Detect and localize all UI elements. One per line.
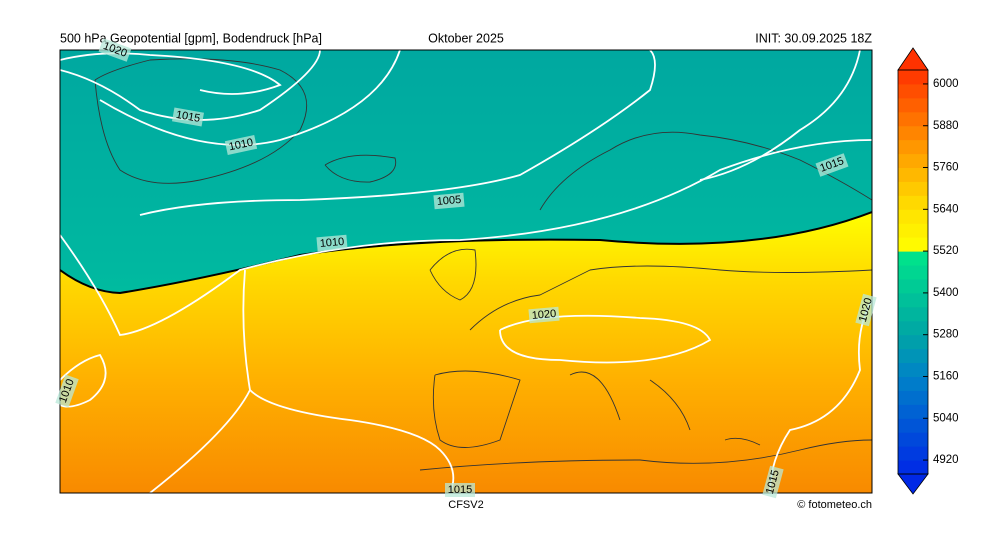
isobar-label-bg	[433, 192, 465, 210]
isobar-label-text: 1010	[319, 236, 344, 250]
isobar-label-bg	[528, 306, 560, 324]
isobar-label-text: 1005	[436, 194, 461, 208]
colorbar-band	[898, 125, 928, 141]
colorbar-tick-label: 6000	[933, 78, 959, 90]
colorbar-band	[898, 278, 928, 294]
model-label: CFSV2	[448, 499, 483, 511]
map	[60, 50, 872, 493]
colorbar-tick-label: 5760	[933, 162, 959, 174]
colorbar-band	[898, 237, 928, 252]
header-center: Oktober 2025	[428, 31, 504, 45]
isobar-label-bg	[815, 153, 849, 177]
isobar-label: 1020	[855, 293, 877, 327]
colorbar-band	[898, 460, 928, 475]
colorbar-band	[898, 97, 928, 113]
isobar-label: 1015	[815, 153, 849, 177]
isobar-label: 1015	[445, 483, 475, 497]
colorbar-band	[898, 70, 928, 85]
colorbar-band	[898, 376, 928, 391]
isobar-label: 1015	[762, 465, 784, 499]
colorbar-band	[898, 334, 928, 350]
isobar-label: 1020	[98, 38, 132, 62]
isobar-label-text: 1010	[228, 136, 254, 153]
colorbar-band	[898, 153, 928, 169]
colorbar-frame	[897, 69, 929, 475]
colorbar-band	[898, 320, 928, 336]
colorbar-tick-label: 5040	[933, 412, 959, 424]
isobar-label-bg	[224, 135, 258, 155]
isobar-label-text: 1015	[175, 109, 201, 125]
isobar-label: 1010	[316, 234, 348, 252]
credit: © fotometeo.ch	[797, 499, 872, 511]
isobar-label: 1015	[172, 107, 204, 127]
colorbar-arrow-top	[897, 47, 929, 71]
isobar-label: 1010	[55, 374, 79, 408]
isobar-label-bg	[55, 374, 79, 408]
colorbar-band	[898, 167, 928, 182]
colorbar-tick-label: 5280	[933, 329, 959, 341]
colorbar-band	[898, 251, 928, 266]
colorbar-band	[898, 306, 928, 322]
colorbar-tick-label: 5880	[933, 120, 959, 132]
map-south	[60, 212, 872, 493]
colorbar-band	[898, 404, 928, 419]
header-left: 500 hPa Geopotential [gpm], Bodendruck […	[60, 31, 322, 45]
colorbar-band	[898, 418, 928, 433]
colorbar-tick-label: 5520	[933, 245, 959, 257]
isobar-label: 1010	[224, 135, 258, 155]
colorbar-band	[898, 111, 928, 127]
colorbar-tick-label: 5160	[933, 371, 959, 383]
colorbar: 4920 5040 5160 5280 5400 5520 5640 5760 5880 6000	[897, 47, 959, 495]
isobar-label-bg	[316, 234, 348, 252]
colorbar-band	[898, 181, 928, 196]
colorbar-tick-label: 5400	[933, 287, 959, 299]
colorbar-band	[898, 209, 928, 224]
isobar-label: 1005	[433, 192, 465, 210]
isobars	[60, 50, 872, 493]
header-right: INIT: 30.09.2025 18Z	[755, 31, 872, 45]
colorbar-band	[898, 83, 928, 99]
colorbar-band	[898, 265, 928, 280]
contour-5520	[60, 211, 872, 295]
colorbar-band	[898, 362, 928, 377]
colorbar-band	[898, 195, 928, 210]
isobar-label-bg	[445, 483, 475, 497]
colorbar-tick-label: 5640	[933, 203, 959, 215]
colorbar-arrow-bottom	[897, 473, 929, 495]
colorbar-band	[898, 139, 928, 155]
colorbar-band	[898, 348, 928, 364]
colorbar-band	[898, 292, 928, 308]
isobar-label-bg	[855, 293, 877, 327]
colorbar-band	[898, 432, 928, 447]
isobar-label-bg	[172, 107, 204, 127]
colorbar-band	[898, 390, 928, 405]
colorbar-band	[898, 223, 928, 238]
isobar-label-bg	[98, 38, 132, 62]
isobar-label-text: 1020	[531, 308, 556, 322]
colorbar-tick-label: 4920	[933, 454, 959, 466]
colorbar-band	[898, 446, 928, 461]
isobar-label-text: 1015	[448, 484, 472, 496]
isobar-label-bg	[762, 465, 784, 499]
isobar-label: 1020	[528, 306, 560, 324]
